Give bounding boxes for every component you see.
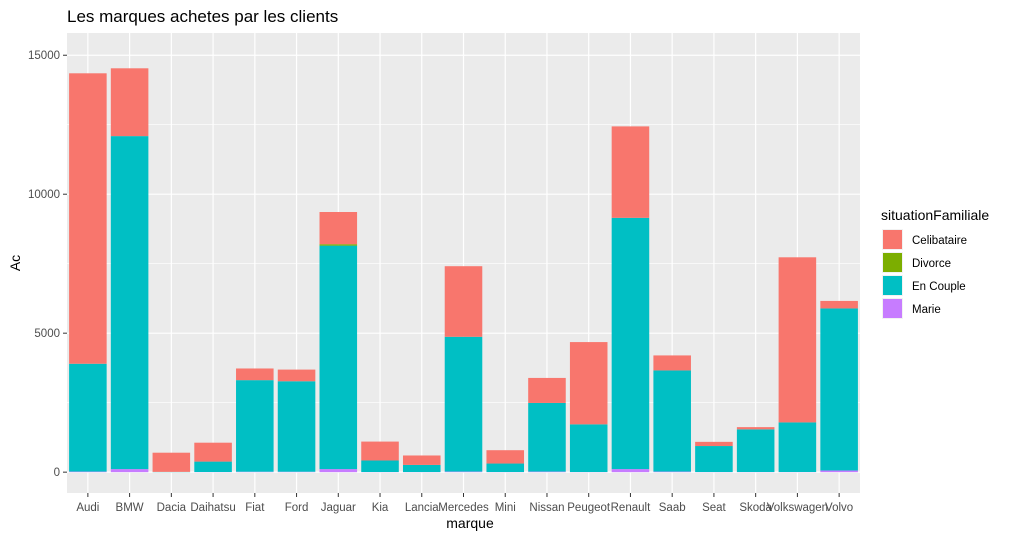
x-tick-label: Dacia — [157, 502, 187, 514]
bar-ford-celibataire — [277, 369, 316, 382]
bar-nissan-marie — [528, 471, 566, 473]
bar-volkswagen-en-couple — [778, 422, 817, 473]
y-tick-label: 10000 — [28, 189, 60, 201]
bar-skoda-en-couple — [736, 429, 775, 473]
chart-title: Les marques achetes par les clients — [67, 7, 338, 26]
bar-lancia-en-couple — [402, 464, 441, 473]
x-tick-label: Saab — [659, 502, 686, 514]
y-tick-label: 5000 — [34, 328, 60, 340]
bar-seat-en-couple — [695, 446, 733, 473]
legend-swatch-divorce — [883, 253, 902, 272]
bar-audi-celibataire — [69, 73, 107, 364]
bar-volvo-en-couple — [820, 308, 858, 471]
legend-swatch-en-couple — [883, 276, 902, 295]
y-axis-title: Ac — [7, 255, 23, 271]
legend-swatch-celibataire — [883, 230, 902, 249]
bar-mercedes-en-couple — [444, 336, 483, 472]
bar-audi-en-couple — [69, 363, 107, 472]
x-tick-label: Volkswagen — [767, 502, 828, 514]
x-tick-label: Jaguar — [321, 502, 356, 514]
x-tick-label: BMW — [116, 502, 144, 514]
bar-nissan-en-couple — [528, 402, 566, 472]
bar-saab-marie — [653, 471, 691, 473]
bar-dacia-celibataire — [152, 452, 191, 472]
bar-volvo-celibataire — [820, 300, 858, 309]
x-tick-label: Mercedes — [438, 502, 489, 514]
legend-title: situationFamiliale — [881, 207, 989, 223]
legend-swatch-marie — [883, 299, 902, 318]
x-tick-label: Audi — [76, 502, 99, 514]
bar-volvo-marie — [820, 470, 858, 473]
bar-renault-celibataire — [611, 126, 650, 218]
bar-bmw-marie — [110, 469, 149, 473]
bar-mercedes-celibataire — [444, 266, 483, 337]
bars — [69, 68, 858, 473]
x-tick-label: Seat — [702, 502, 726, 514]
y-tick-label: 15000 — [28, 50, 60, 62]
bar-fiat-celibataire — [236, 368, 274, 381]
x-axis: Audi BMW Dacia Daihatsu Fiat Ford Jaguar Kia Lan… — [76, 493, 853, 514]
x-tick-label: Peugeot — [567, 502, 611, 514]
legend-label: Divorce — [912, 258, 951, 270]
x-tick-label: Nissan — [529, 502, 564, 514]
bar-jaguar-en-couple — [319, 245, 358, 470]
x-tick-label: Volvo — [825, 502, 853, 514]
bar-saab-en-couple — [653, 370, 691, 472]
y-tick-label: 0 — [54, 467, 60, 479]
x-tick-label: Fiat — [245, 502, 265, 514]
bar-saab-celibataire — [653, 355, 691, 371]
x-tick-label: Ford — [285, 502, 309, 514]
bar-nissan-celibataire — [528, 377, 566, 403]
bar-peugeot-celibataire — [569, 342, 608, 425]
y-axis: 0 5000 10000 15000 — [28, 50, 67, 479]
bar-bmw-en-couple — [110, 136, 149, 470]
bar-skoda-celibataire — [736, 427, 775, 430]
bar-seat-celibataire — [695, 441, 733, 447]
legend: situationFamiliale Celibataire Divorce En … — [881, 207, 989, 319]
bar-ford-en-couple — [277, 381, 316, 472]
bar-mini-en-couple — [486, 463, 525, 473]
bar-lancia-celibataire — [402, 455, 441, 465]
x-tick-label: Kia — [372, 502, 389, 514]
x-tick-label: Daihatsu — [190, 502, 235, 514]
bar-volkswagen-celibataire — [778, 257, 817, 423]
legend-label: Celibataire — [912, 235, 967, 247]
bar-fiat-en-couple — [236, 380, 274, 472]
bar-jaguar-divorce — [319, 244, 358, 246]
x-tick-label: Skoda — [739, 502, 772, 514]
bar-jaguar-celibataire — [319, 212, 358, 245]
bar-audi-marie — [69, 471, 107, 473]
bar-mini-celibataire — [486, 450, 525, 464]
bar-peugeot-en-couple — [569, 424, 608, 473]
bar-jaguar-marie — [319, 469, 358, 473]
bar-mercedes-marie — [444, 471, 483, 473]
bar-daihatsu-celibataire — [194, 442, 232, 462]
x-tick-label: Renault — [611, 502, 651, 514]
legend-label: Marie — [912, 304, 941, 316]
x-tick-label: Mini — [495, 502, 516, 514]
bar-kia-en-couple — [361, 460, 399, 473]
bar-daihatsu-en-couple — [194, 461, 232, 473]
bar-renault-marie — [611, 469, 650, 473]
legend-label: En Couple — [912, 281, 966, 293]
x-axis-title: marque — [446, 515, 494, 531]
bar-renault-en-couple — [611, 217, 650, 470]
x-tick-label: Lancia — [405, 502, 439, 514]
bar-bmw-celibataire — [110, 68, 149, 137]
bar-kia-celibataire — [361, 441, 399, 461]
